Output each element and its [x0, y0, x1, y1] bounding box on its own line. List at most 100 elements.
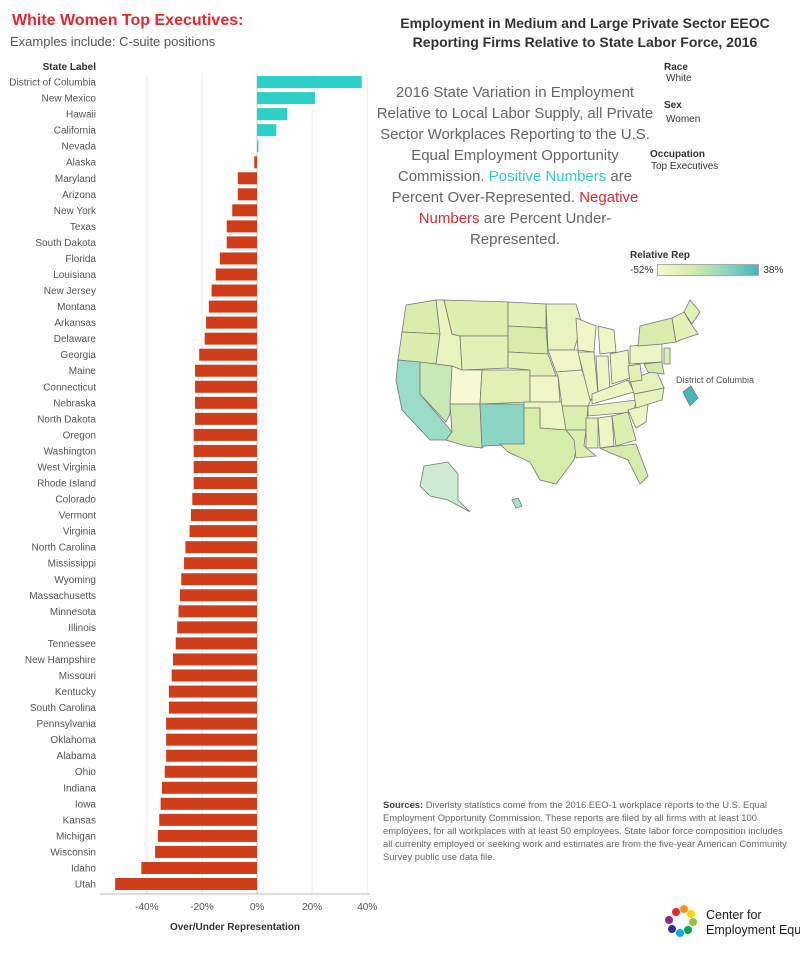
- map-state-washington[interactable]: [401, 299, 441, 335]
- map-state-maryland[interactable]: [643, 361, 665, 375]
- state-label: New York: [54, 206, 97, 217]
- map-state-south-dakota[interactable]: [507, 325, 549, 355]
- map-state-district-of-columbia[interactable]: [682, 385, 699, 407]
- map-state-montana[interactable]: [443, 299, 509, 337]
- bar-massachusetts: [179, 589, 258, 602]
- state-label: Tennessee: [48, 639, 97, 650]
- map-state-alaska[interactable]: [419, 461, 471, 513]
- map-state-west-virginia[interactable]: [627, 363, 643, 383]
- state-label: Alaska: [66, 158, 96, 169]
- sources-note: Sources: Diveristy statistics come from …: [383, 798, 789, 863]
- chart-description: 2016 State Variation in Employment Relat…: [374, 82, 656, 250]
- us-map[interactable]: [395, 299, 701, 513]
- map-state-kansas[interactable]: [529, 375, 561, 403]
- map-state-georgia[interactable]: [611, 411, 637, 447]
- bar-colorado: [192, 493, 258, 506]
- bar-oklahoma: [166, 733, 258, 746]
- map-state-indiana[interactable]: [595, 355, 611, 393]
- bar-kansas: [159, 813, 258, 826]
- state-label: Nevada: [62, 142, 97, 153]
- map-state-new-york[interactable]: [637, 317, 677, 347]
- bar-arkansas: [206, 316, 258, 329]
- bar-new-york: [232, 204, 258, 217]
- race-filter-value[interactable]: White: [666, 73, 692, 84]
- bar-indiana: [161, 781, 258, 794]
- map-state-colorado[interactable]: [479, 369, 531, 405]
- map-state-arizona[interactable]: [445, 403, 483, 449]
- bar-louisiana: [215, 268, 258, 281]
- state-label: Pennsylvania: [37, 719, 97, 730]
- map-state-alabama[interactable]: [597, 415, 615, 449]
- map-state-texas[interactable]: [499, 407, 579, 485]
- y-axis-title: State Label: [43, 62, 97, 73]
- map-state-arkansas[interactable]: [561, 405, 589, 431]
- logo-text: Center for Employment Equity: [706, 908, 800, 938]
- bar-nevada: [257, 140, 259, 153]
- occupation-filter-value[interactable]: Top Executives: [651, 161, 719, 172]
- legend-title: Relative Rep: [630, 250, 691, 261]
- bar-north-carolina: [185, 541, 258, 554]
- state-label: Illinois: [68, 623, 96, 634]
- bar-mississippi: [184, 557, 258, 570]
- state-label: Idaho: [71, 863, 96, 874]
- state-label: Washington: [44, 446, 96, 457]
- state-label: North Carolina: [32, 543, 97, 554]
- bar-georgia: [199, 348, 258, 361]
- bar-south-dakota: [226, 236, 258, 249]
- map-state-mississippi[interactable]: [585, 417, 599, 449]
- state-label: District of Columbia: [9, 78, 96, 89]
- bar-west-virginia: [193, 460, 258, 473]
- state-label: Connecticut: [43, 382, 96, 393]
- map-state-new-jersey[interactable]: [663, 347, 671, 365]
- main-title: Employment in Medium and Large Private S…: [400, 15, 770, 50]
- state-label: New Hampshire: [25, 655, 97, 666]
- bar-utah: [115, 878, 258, 891]
- state-label: Louisiana: [53, 270, 96, 281]
- map-state-florida[interactable]: [598, 443, 649, 485]
- state-label: Mississippi: [48, 559, 96, 570]
- state-label: Montana: [57, 302, 96, 313]
- map-state-wyoming[interactable]: [459, 335, 509, 371]
- bar-pennsylvania: [166, 717, 258, 730]
- bar-south-carolina: [168, 701, 258, 714]
- state-label: Alabama: [57, 751, 97, 762]
- bar-illinois: [177, 621, 258, 634]
- map-state-utah[interactable]: [449, 365, 483, 405]
- occupation-filter-label: Occupation: [650, 149, 706, 160]
- bar-iowa: [160, 797, 258, 810]
- bar-new-jersey: [211, 284, 258, 297]
- map-state-new-mexico[interactable]: [479, 403, 525, 449]
- state-label: Iowa: [75, 799, 97, 810]
- map-state-virginia[interactable]: [629, 369, 665, 395]
- map-state-north-dakota[interactable]: [507, 301, 547, 329]
- state-label: West Virginia: [37, 462, 96, 473]
- bar-new-mexico: [257, 92, 315, 105]
- logo-line-1: Center for: [706, 908, 762, 922]
- bar-alabama: [166, 749, 258, 762]
- state-label: Virginia: [63, 527, 97, 538]
- state-label: Minnesota: [50, 607, 97, 618]
- bar-alaska: [254, 156, 258, 169]
- map-state-pennsylvania[interactable]: [629, 343, 663, 365]
- bar-ohio: [164, 765, 258, 778]
- map-state-ohio[interactable]: [609, 349, 631, 385]
- map-dc-label: District of Columbia: [676, 375, 755, 385]
- description-intro: 2016 State Variation in Employment Relat…: [376, 84, 654, 185]
- map-state-oregon[interactable]: [397, 331, 441, 365]
- state-label: Oklahoma: [50, 735, 96, 746]
- state-label: Vermont: [59, 511, 96, 522]
- x-tick-label: 0%: [250, 902, 265, 913]
- map-state-wisconsin[interactable]: [575, 317, 597, 353]
- bar-virginia: [189, 525, 258, 538]
- state-label: Nebraska: [53, 398, 96, 409]
- map-state-hawaii[interactable]: [511, 497, 523, 509]
- sex-filter-value[interactable]: Women: [666, 114, 701, 125]
- bar-florida: [219, 252, 258, 265]
- dashboard-subtitle: Examples include: C-suite positions: [10, 34, 216, 49]
- bar-new-hampshire: [173, 653, 258, 666]
- state-label: Hawaii: [66, 110, 96, 121]
- map-state-maine[interactable]: [683, 299, 701, 325]
- bar-montana: [208, 300, 258, 313]
- map-state-michigan[interactable]: [597, 325, 617, 355]
